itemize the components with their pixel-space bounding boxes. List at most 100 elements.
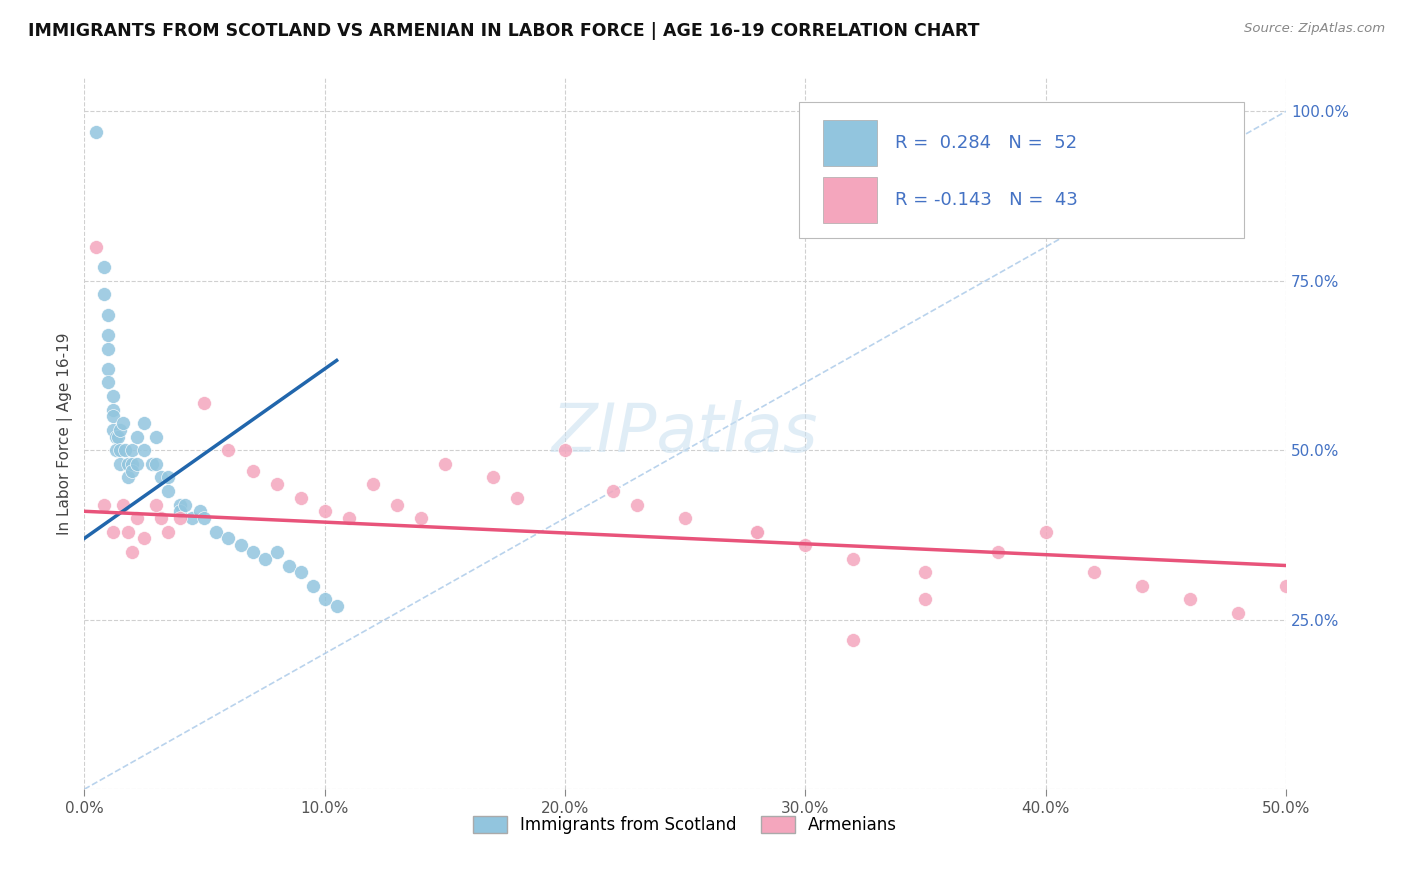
Point	[229, 538, 252, 552]
Point	[145, 498, 167, 512]
Point	[110, 443, 132, 458]
Point	[188, 504, 211, 518]
Point	[117, 470, 139, 484]
Point	[842, 551, 865, 566]
Point	[361, 477, 384, 491]
Point	[101, 423, 124, 437]
Point	[101, 524, 124, 539]
Point	[1035, 524, 1057, 539]
Point	[101, 409, 124, 424]
Point	[385, 498, 408, 512]
Point	[314, 592, 336, 607]
Point	[277, 558, 299, 573]
Point	[1083, 566, 1105, 580]
Point	[205, 524, 228, 539]
Point	[193, 396, 215, 410]
Point	[169, 511, 191, 525]
Point	[127, 511, 149, 525]
Text: Source: ZipAtlas.com: Source: ZipAtlas.com	[1244, 22, 1385, 36]
Point	[93, 287, 115, 301]
Point	[114, 443, 136, 458]
FancyBboxPatch shape	[799, 103, 1244, 237]
Legend: Immigrants from Scotland, Armenians: Immigrants from Scotland, Armenians	[474, 816, 897, 834]
FancyBboxPatch shape	[824, 178, 877, 223]
Text: IMMIGRANTS FROM SCOTLAND VS ARMENIAN IN LABOR FORCE | AGE 16-19 CORRELATION CHAR: IMMIGRANTS FROM SCOTLAND VS ARMENIAN IN …	[28, 22, 980, 40]
Point	[290, 491, 312, 505]
Point	[134, 416, 156, 430]
Point	[266, 545, 288, 559]
Point	[253, 551, 276, 566]
Point	[337, 511, 360, 525]
Point	[987, 545, 1010, 559]
Point	[127, 430, 149, 444]
Point	[101, 389, 124, 403]
Point	[157, 483, 180, 498]
Point	[107, 430, 129, 444]
Point	[747, 524, 769, 539]
Point	[747, 524, 769, 539]
Point	[554, 443, 576, 458]
Point	[141, 457, 163, 471]
Point	[602, 483, 624, 498]
Text: R = -0.143   N =  43: R = -0.143 N = 43	[896, 191, 1078, 209]
Point	[111, 416, 134, 430]
Point	[134, 532, 156, 546]
Point	[174, 498, 197, 512]
FancyBboxPatch shape	[824, 120, 877, 167]
Point	[97, 342, 120, 356]
Point	[84, 240, 107, 254]
Point	[409, 511, 432, 525]
Point	[150, 470, 173, 484]
Point	[482, 470, 505, 484]
Point	[121, 457, 143, 471]
Point	[433, 457, 456, 471]
Point	[145, 430, 167, 444]
Point	[842, 633, 865, 648]
Point	[266, 477, 288, 491]
Point	[104, 430, 127, 444]
Point	[193, 511, 215, 525]
Point	[97, 308, 120, 322]
Point	[84, 125, 107, 139]
Point	[134, 443, 156, 458]
Point	[242, 464, 264, 478]
Point	[101, 402, 124, 417]
Point	[1130, 579, 1153, 593]
Point	[117, 457, 139, 471]
Point	[1275, 579, 1298, 593]
Point	[121, 545, 143, 559]
Point	[290, 566, 312, 580]
Point	[121, 443, 143, 458]
Point	[97, 376, 120, 390]
Point	[673, 511, 696, 525]
Point	[110, 423, 132, 437]
Point	[104, 443, 127, 458]
Point	[914, 566, 936, 580]
Point	[121, 464, 143, 478]
Point	[506, 491, 529, 505]
Point	[626, 498, 648, 512]
Text: ZIPatlas: ZIPatlas	[553, 401, 818, 467]
Point	[127, 457, 149, 471]
Point	[314, 504, 336, 518]
Point	[145, 457, 167, 471]
Point	[93, 260, 115, 275]
Point	[97, 328, 120, 343]
Point	[181, 511, 204, 525]
Point	[794, 538, 817, 552]
Point	[218, 532, 240, 546]
Point	[150, 511, 173, 525]
Point	[169, 504, 191, 518]
Point	[242, 545, 264, 559]
Point	[157, 524, 180, 539]
Point	[1226, 606, 1249, 620]
Point	[1178, 592, 1201, 607]
Point	[111, 498, 134, 512]
Point	[218, 443, 240, 458]
Text: R =  0.284   N =  52: R = 0.284 N = 52	[896, 134, 1077, 152]
Point	[914, 592, 936, 607]
Point	[325, 599, 347, 614]
Point	[97, 362, 120, 376]
Point	[157, 470, 180, 484]
Point	[93, 498, 115, 512]
